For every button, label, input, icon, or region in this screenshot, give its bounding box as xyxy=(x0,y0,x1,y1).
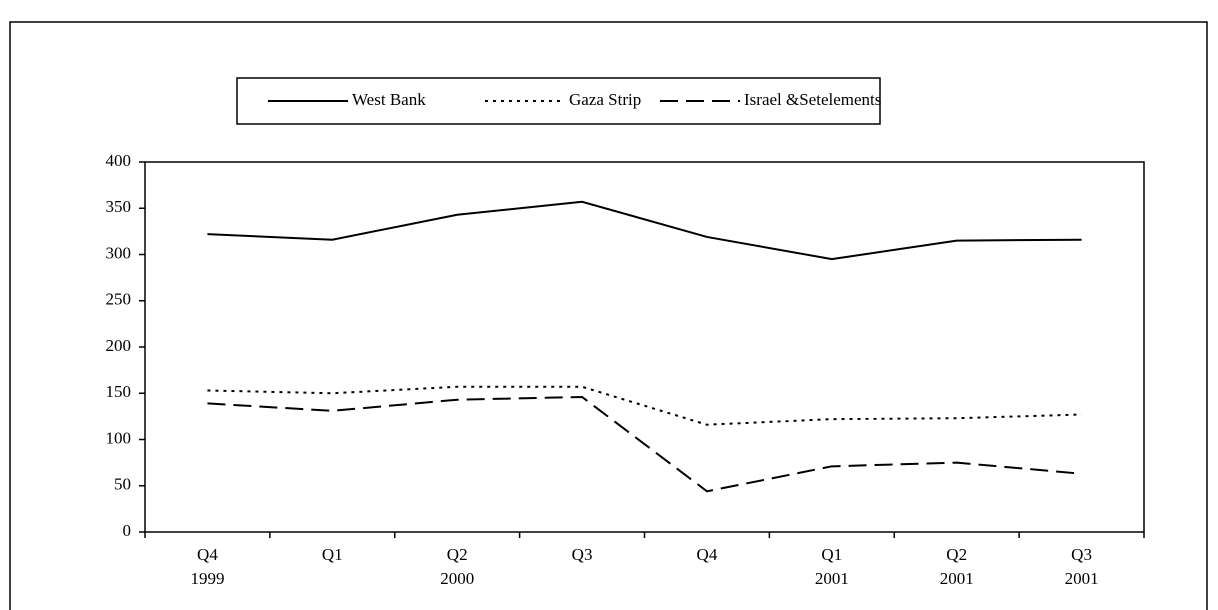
x-tick-label: Q1 xyxy=(322,545,343,564)
x-tick-label: 2000 xyxy=(440,569,474,588)
y-tick-label: 0 xyxy=(123,521,132,540)
x-tick-label: 2001 xyxy=(1065,569,1099,588)
legend-label: Israel &Setelements xyxy=(744,90,881,109)
y-tick-label: 400 xyxy=(106,151,132,170)
y-tick-label: 150 xyxy=(106,382,132,401)
x-tick-label: 2001 xyxy=(815,569,849,588)
y-tick-label: 50 xyxy=(114,475,131,494)
series-line xyxy=(207,200,1082,261)
x-tick-label: Q2 xyxy=(447,545,468,564)
y-tick-label: 200 xyxy=(106,336,132,355)
y-tick-label: 350 xyxy=(106,197,132,216)
x-tick-label: Q3 xyxy=(572,545,593,564)
y-tick-label: 300 xyxy=(106,243,132,262)
legend-label: Gaza Strip xyxy=(569,90,641,109)
legend-label: West Bank xyxy=(352,90,426,109)
frame xyxy=(9,21,1208,610)
x-tick-label: Q1 xyxy=(821,545,842,564)
x-tick-label: 2001 xyxy=(940,569,974,588)
x-tick-label: Q2 xyxy=(946,545,967,564)
series-line xyxy=(207,395,1082,493)
x-tick-label: Q4 xyxy=(697,545,718,564)
x-tick-label: 1999 xyxy=(190,569,224,588)
x-tick-label: Q4 xyxy=(197,545,218,564)
y-tick-label: 250 xyxy=(106,290,132,309)
x-tick-label: Q3 xyxy=(1071,545,1092,564)
series-line xyxy=(207,385,1082,426)
plot-area xyxy=(144,161,1145,533)
y-tick-label: 100 xyxy=(106,428,132,447)
